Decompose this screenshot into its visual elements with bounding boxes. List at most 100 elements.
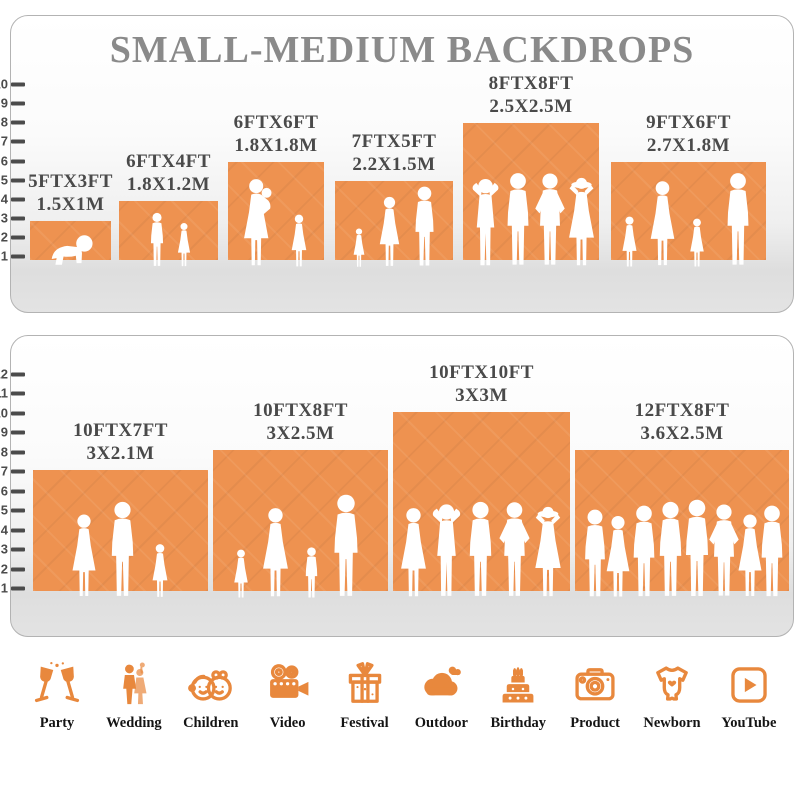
category-outdoor: Outdoor [404,660,478,732]
size-m: 3X2.5M [266,423,335,445]
ruler-tick: 11 [0,387,25,400]
ruler-tick: 2 [0,563,25,576]
ruler-tick: 10 [0,78,25,91]
category-children: Children [174,660,248,732]
ruler-tick-mark [11,586,25,590]
people-silhouettes [234,494,358,598]
backdrop-8ftx8ft: 8FTX8FT 2.5X2.5M [463,73,599,266]
size-ft: 12FTX8FT [634,399,730,421]
size-m: 2.7X1.8M [646,135,731,157]
ruler-number: 7 [0,133,8,149]
ruler-tick: 1 [0,582,25,595]
backdrop-7ftx5ft: 7FTX5FT 2.2X1.5M [335,131,453,267]
category-legend: Party Wedding [0,660,800,732]
category-video: Video [251,660,325,732]
people-silhouettes [585,499,783,597]
ruler-number: 8 [0,114,8,130]
ruler-tick-mark [11,528,25,532]
photo-camera-icon [575,668,615,701]
backdrop-10ftx10ft: 10FTX10FT 3X3M [393,362,570,597]
party-glasses-icon [34,661,80,703]
ruler-tick-mark [11,139,25,143]
ruler-number: 2 [0,229,8,245]
ruler-tick-mark [11,120,25,124]
children-faces-icon [187,670,232,701]
ruler-tick-mark [11,489,25,493]
ruler-number: 4 [0,191,8,207]
ruler-tick-mark [11,254,25,258]
ruler-tick-mark [11,547,25,551]
size-ft: 6FTX4FT [126,150,211,172]
ruler-tick: 6 [0,485,25,498]
ruler-tick-mark [11,411,25,415]
backdrop-size-label: 6FTX6FT 1.8X1.8M [234,111,319,159]
size-ft: 10FTX7FT [73,419,168,441]
ruler-tick-mark [11,372,25,376]
youtube-play-icon [731,667,767,703]
ruler-tick: 2 [0,231,25,244]
ruler-number: 8 [0,444,8,460]
ruler-tick: 1 [0,250,25,263]
people-silhouettes [51,235,93,265]
size-ft: 7FTX5FT [351,130,437,152]
size-ft: 10FTX8FT [253,399,348,421]
ruler-tick-mark [11,469,25,473]
category-birthday: Birthday [481,660,555,732]
ruler-tick-mark [11,235,25,239]
backdrop-6ftx4ft: 6FTX4FT 1.8X1.2M [119,151,218,267]
ruler-number: 7 [0,463,8,479]
people-silhouettes [150,212,191,267]
size-m: 1.8X1.2M [126,174,211,196]
backdrop-10ftx7ft: 10FTX7FT 3X2.1M [33,420,208,597]
category-label: YouTube [721,715,777,731]
ruler-tick: 8 [0,446,25,459]
ruler-number: 3 [0,210,8,226]
category-label: Party [39,715,75,731]
people-silhouettes [353,186,434,267]
backdrop-size-label: 10FTX7FT 3X2.1M [73,419,168,467]
wedding-couple-icon [123,662,147,705]
size-m: 2.2X1.5M [352,154,436,176]
category-festival: Festival [328,660,402,732]
size-m: 3X2.1M [86,443,155,465]
ruler-number: 11 [0,385,8,401]
people-silhouettes [622,173,749,267]
ruler-number: 2 [0,561,8,577]
category-youtube: YouTube [712,660,786,732]
ruler-tick: 6 [0,155,25,168]
ruler-tick-mark [11,508,25,512]
ruler-tick: 9 [0,97,25,110]
backdrop-5ftx3ft: 5FTX3FT 1.5X1M [28,171,112,265]
category-product: Product [558,660,632,732]
backdrop-size-label: 10FTX10FT 3X3M [429,361,534,409]
people-silhouettes [401,501,561,597]
page-title: SMALL-MEDIUM BACKDROPS [109,29,695,71]
people-silhouettes [472,173,594,266]
category-label: Festival [340,715,389,731]
ruler-tick: 8 [0,116,25,129]
category-newborn: Newborn [635,660,709,732]
category-label: Birthday [490,715,547,731]
ruler-tick-mark [11,197,25,201]
size-ft: 8FTX8FT [488,72,574,94]
size-ft: 10FTX10FT [429,361,534,383]
ruler-tick: 7 [0,135,25,148]
backdrop-size-label: 8FTX8FT 2.5X2.5M [489,72,574,120]
ruler-tick: 3 [0,212,25,225]
ruler-number: 4 [0,522,8,538]
category-label: Children [183,715,239,731]
backdrop-12ftx8ft: 12FTX8FT 3.6X2.5M [575,400,789,597]
ruler-number: 3 [0,541,8,557]
ruler-tick: 3 [0,543,25,556]
ruler-tick-mark [11,82,25,86]
backdrop-6ftx6ft: 6FTX6FT 1.8X1.8M [228,112,324,267]
ruler-tick-mark [11,430,25,434]
size-m: 3.6X2.5M [640,423,724,445]
category-label: Wedding [106,715,162,731]
category-label: Product [570,715,620,731]
category-label: Outdoor [414,715,468,731]
ruler-number: 5 [0,172,8,188]
ruler-tick: 7 [0,465,25,478]
ruler-number: 6 [0,153,8,169]
ruler-tick-mark [11,159,25,163]
